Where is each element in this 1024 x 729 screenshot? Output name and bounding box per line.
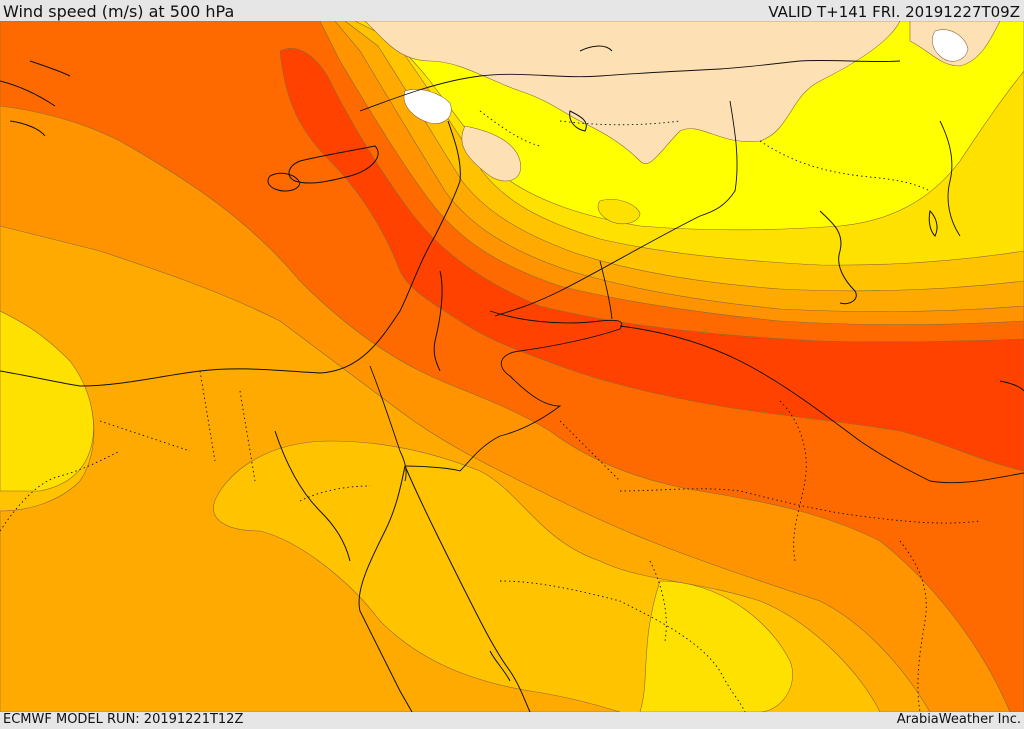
coastlines <box>0 45 1024 712</box>
map-header: Wind speed (m/s) at 500 hPa VALID T+141 … <box>0 0 1024 21</box>
country-borders <box>359 59 1024 484</box>
internal-borders <box>0 110 981 712</box>
band-very-light-n <box>364 21 901 164</box>
band-yellow-se <box>639 580 793 712</box>
band-none-spot <box>403 89 452 124</box>
map-title: Wind speed (m/s) at 500 hPa <box>3 2 235 21</box>
wind-speed-map[interactable] <box>0 21 1024 712</box>
brand-credit: ArabiaWeather Inc. <box>896 712 1021 727</box>
map-canvas <box>0 21 1024 712</box>
band-none-spot-ne <box>931 29 969 62</box>
map-footer: ECMWF MODEL RUN: 20191221T12Z ArabiaWeat… <box>0 712 1024 729</box>
band-red-jet <box>279 48 1024 472</box>
model-run: ECMWF MODEL RUN: 20191221T12Z <box>3 712 244 727</box>
band-yellow-spot <box>597 199 641 225</box>
band-very-light-spot <box>461 125 522 182</box>
valid-time: VALID T+141 FRI. 20191227T09Z <box>768 3 1020 21</box>
